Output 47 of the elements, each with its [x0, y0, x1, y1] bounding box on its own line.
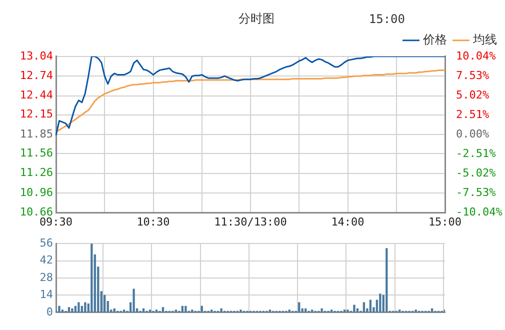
- y-tick-label: 11.85: [20, 127, 53, 140]
- bar: [58, 306, 60, 312]
- bar: [90, 244, 93, 312]
- y2-tick-label: 10.04%: [456, 49, 496, 62]
- bar: [220, 308, 222, 312]
- y-tick-label: 12.44: [20, 88, 54, 102]
- text: 15:00: [368, 12, 405, 26]
- legend-label: 价格: [422, 32, 447, 47]
- bar: [346, 310, 349, 312]
- y-tick-label: 28: [40, 270, 53, 284]
- bar: [162, 307, 164, 312]
- bar: [78, 302, 80, 312]
- bar: [414, 310, 417, 312]
- y-tick-label: 42: [40, 254, 53, 267]
- bar: [320, 308, 323, 312]
- chart-title: 分时图: [238, 11, 274, 26]
- y-tick-label: 13.04: [20, 49, 54, 62]
- legend-label: 均线: [472, 32, 497, 47]
- bar: [353, 304, 356, 312]
- y-tick-label: 11.26: [20, 166, 53, 180]
- y2-tick-label: -5.02%: [456, 166, 496, 180]
- bar: [132, 288, 135, 312]
- bar: [386, 248, 388, 312]
- y2-tick-label: 0.00%: [456, 127, 490, 140]
- bar: [104, 294, 106, 312]
- x-tick-label: 10:30: [136, 215, 170, 228]
- y-tick-label: 12.15: [20, 108, 53, 121]
- y-tick-label: 12.74: [20, 68, 54, 82]
- y2-tick-label: 7.53%: [456, 68, 490, 82]
- x-tick-label: 11:30/13:00: [214, 215, 287, 228]
- bar: [240, 310, 242, 312]
- x-tick-label: 14:00: [331, 215, 364, 228]
- y2-tick-label: -2.51%: [456, 147, 496, 160]
- bar: [379, 294, 382, 312]
- y-tick-label: 10.96: [20, 186, 53, 199]
- bar: [362, 302, 366, 312]
- bar: [84, 302, 86, 312]
- y2-tick-label: -7.53%: [456, 186, 496, 200]
- bar: [68, 307, 70, 312]
- y-tick-label: 14: [40, 288, 54, 302]
- y2-tick-label: 5.02%: [456, 88, 490, 102]
- bar: [71, 308, 74, 312]
- y2-tick-label: 2.51%: [456, 108, 490, 121]
- y-tick-label: 0: [46, 305, 53, 318]
- bar: [298, 302, 300, 312]
- y-tick-label: 56: [40, 236, 53, 250]
- y-tick-label: 11.56: [20, 146, 53, 160]
